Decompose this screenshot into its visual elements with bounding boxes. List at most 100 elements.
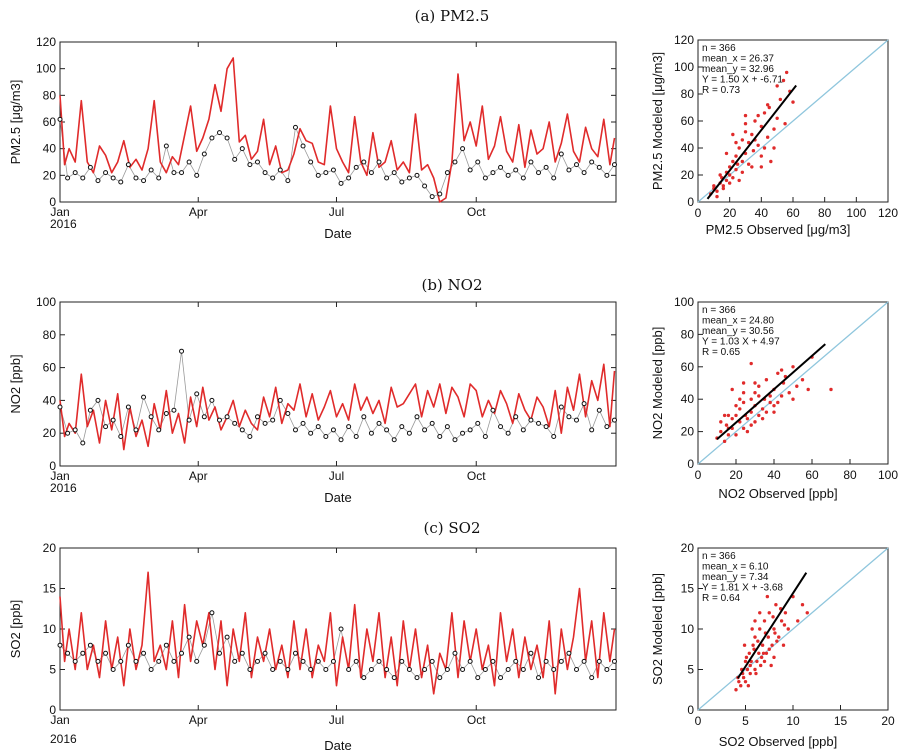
y-tick-label: 0 [687, 703, 694, 717]
observed-point [611, 417, 617, 423]
scatter-point [745, 429, 750, 434]
year-label: 2016 [50, 732, 77, 746]
scatter-point [721, 186, 726, 191]
y-tick-label: 80 [681, 87, 695, 101]
observed-point [103, 650, 109, 656]
stat-line: mean_y = 32.96 [702, 64, 774, 75]
x-tick-label: 40 [755, 206, 769, 220]
scatter-point [734, 154, 738, 158]
y-axis-label: SO2 [ppb] [8, 600, 23, 659]
observed-point [551, 175, 557, 181]
observed-point [118, 179, 124, 185]
scatter-point [759, 655, 764, 660]
scatter-point [741, 400, 746, 405]
observed-point [460, 667, 466, 672]
scatter-point [731, 159, 735, 164]
observed-point [384, 667, 390, 672]
scatter-point [800, 378, 805, 382]
observed-point [163, 642, 169, 648]
observed-point [604, 667, 610, 672]
x-tick-label: 10 [786, 714, 800, 728]
observed-point [596, 407, 602, 413]
observed-point [141, 178, 147, 184]
scatter-point [741, 426, 746, 431]
scatter-point [722, 439, 727, 444]
observed-point [543, 164, 549, 170]
scatter-point [769, 663, 773, 668]
modeled-series-line [59, 363, 616, 451]
observed-point [277, 658, 283, 664]
scatter-point [740, 170, 745, 174]
year-label: 2016 [50, 481, 77, 495]
y-tick-label: 0 [49, 195, 56, 209]
observed-point [254, 159, 260, 165]
y-tick-label: 10 [43, 622, 57, 636]
scatter-point [758, 611, 762, 615]
scatter-point [762, 619, 767, 623]
observed-point [239, 427, 245, 433]
observed-point [156, 427, 162, 433]
observed-point [475, 420, 481, 426]
observed-point [300, 420, 306, 426]
scatter-point [765, 135, 770, 139]
observed-point [118, 658, 124, 664]
observed-point [498, 164, 504, 170]
observed-point [437, 675, 443, 681]
observed-point [179, 650, 185, 656]
scatter-point [743, 659, 748, 664]
scatter-point [760, 416, 765, 421]
observed-point [368, 170, 374, 176]
observed-point [520, 667, 526, 672]
y-tick-label: 100 [36, 295, 56, 309]
observed-point [490, 658, 496, 664]
x-tick-label: 100 [878, 468, 898, 482]
scatter-point [738, 407, 742, 411]
y-tick-label: 0 [687, 457, 694, 471]
year-label: 2016 [50, 217, 77, 231]
x-tick-label: Apr [189, 713, 208, 727]
observed-point [72, 658, 78, 664]
regression-line [716, 343, 826, 441]
x-tick-label: 0 [695, 206, 702, 220]
observed-point [209, 135, 215, 141]
observed-point [224, 634, 230, 640]
scatter-point [731, 176, 735, 180]
observed-point [323, 433, 329, 439]
x-axis-label: Date [324, 738, 351, 753]
scatter-point [770, 643, 774, 647]
observed-point [217, 650, 223, 656]
scatter-point [739, 684, 743, 688]
scatter-point [773, 631, 777, 635]
scatter-point [791, 100, 795, 104]
scatter-point [768, 394, 772, 398]
scatter-point [734, 433, 738, 437]
observed-point [57, 404, 63, 410]
x-axis-label: SO2 Observed [ppb] [719, 734, 838, 749]
observed-point [558, 151, 564, 157]
y-tick-label: 15 [681, 582, 695, 596]
observed-point [361, 159, 367, 165]
x-tick-label: Jan [50, 205, 69, 219]
observed-point [194, 658, 200, 664]
scatter-point [753, 420, 757, 424]
scatter-point [756, 639, 760, 643]
x-axis-label: Date [324, 226, 351, 241]
scatter-point [740, 138, 745, 142]
observed-point [338, 437, 344, 443]
observed-point [65, 430, 71, 436]
scatter-point [800, 603, 805, 607]
observed-point [513, 658, 519, 664]
scatter-point [727, 165, 732, 169]
y-tick-label: 0 [687, 195, 694, 209]
scatter-point [718, 173, 722, 177]
scatter-point [737, 178, 741, 183]
observed-point [406, 430, 412, 436]
scatter-point [758, 627, 762, 631]
scatter-point [791, 365, 795, 369]
observed-point [338, 626, 344, 632]
observed-point [490, 170, 496, 176]
observed-point [308, 159, 314, 165]
scatter-point [749, 397, 753, 401]
observed-point [422, 667, 428, 672]
